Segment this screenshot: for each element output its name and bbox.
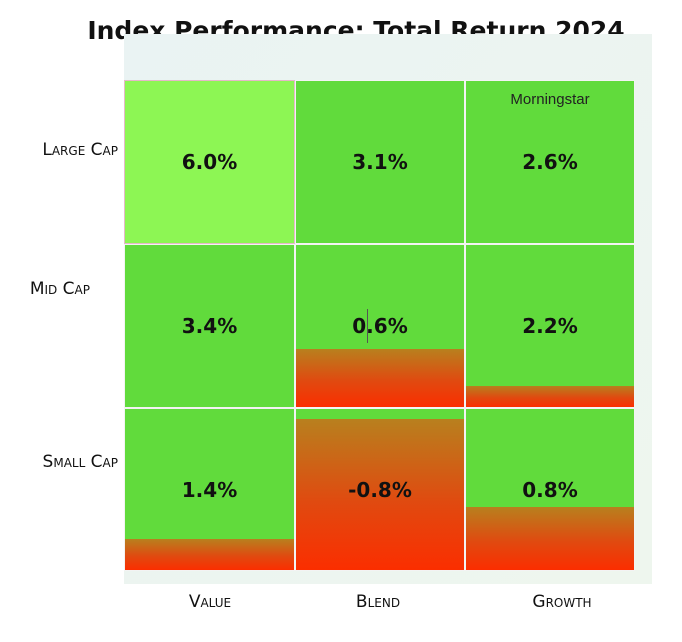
negative-fill-bar <box>296 348 464 407</box>
heatmap-cell-mid-cap-growth: 2.2% <box>465 244 635 408</box>
row-label-small-cap: Small Cap <box>42 452 118 472</box>
column-label-value: Value <box>188 592 232 612</box>
cell-value-label: 2.6% <box>522 150 578 174</box>
heatmap-grid: 6.0% 3.1% 2.6% Morningstar 3.4% 0.6% 2.2% 1.4% -… <box>124 80 635 571</box>
text-cursor-caret <box>367 309 368 343</box>
heatmap-cell-mid-cap-value: 3.4% <box>124 244 295 408</box>
negative-fill-bar <box>466 507 634 570</box>
heatmap-cell-large-cap-value: 6.0% <box>124 80 295 244</box>
cell-value-label: 0.8% <box>522 477 578 502</box>
column-label-blend: Blend <box>355 592 401 612</box>
cell-value-label: 3.1% <box>352 150 408 174</box>
row-label-large-cap: Large Cap <box>42 140 118 160</box>
heatmap-cell-mid-cap-blend: 0.6% <box>295 244 465 408</box>
heatmap-cell-large-cap-blend: 3.1% <box>295 80 465 244</box>
negative-fill-bar <box>296 418 464 570</box>
heatmap-cell-small-cap-blend: -0.8% <box>295 408 465 571</box>
negative-fill-bar <box>125 539 294 570</box>
row-label-mid-cap: Mid Cap <box>29 279 90 299</box>
cell-value-label: -0.8% <box>348 477 412 502</box>
cell-value-label: 3.4% <box>181 314 238 338</box>
heatmap-cell-large-cap-growth: 2.6% Morningstar <box>465 80 635 244</box>
source-label: Morningstar <box>510 91 590 108</box>
negative-fill-bar <box>466 385 634 407</box>
cell-value-label: 0.6% <box>352 314 408 338</box>
cell-value-label: 1.4% <box>181 477 238 502</box>
heatmap-cell-small-cap-value: 1.4% <box>124 408 295 571</box>
cell-value-label: 6.0% <box>181 150 238 174</box>
heatmap-cell-small-cap-growth: 0.8% <box>465 408 635 571</box>
cell-value-label: 2.2% <box>522 314 578 338</box>
column-label-growth: Growth <box>532 592 592 612</box>
